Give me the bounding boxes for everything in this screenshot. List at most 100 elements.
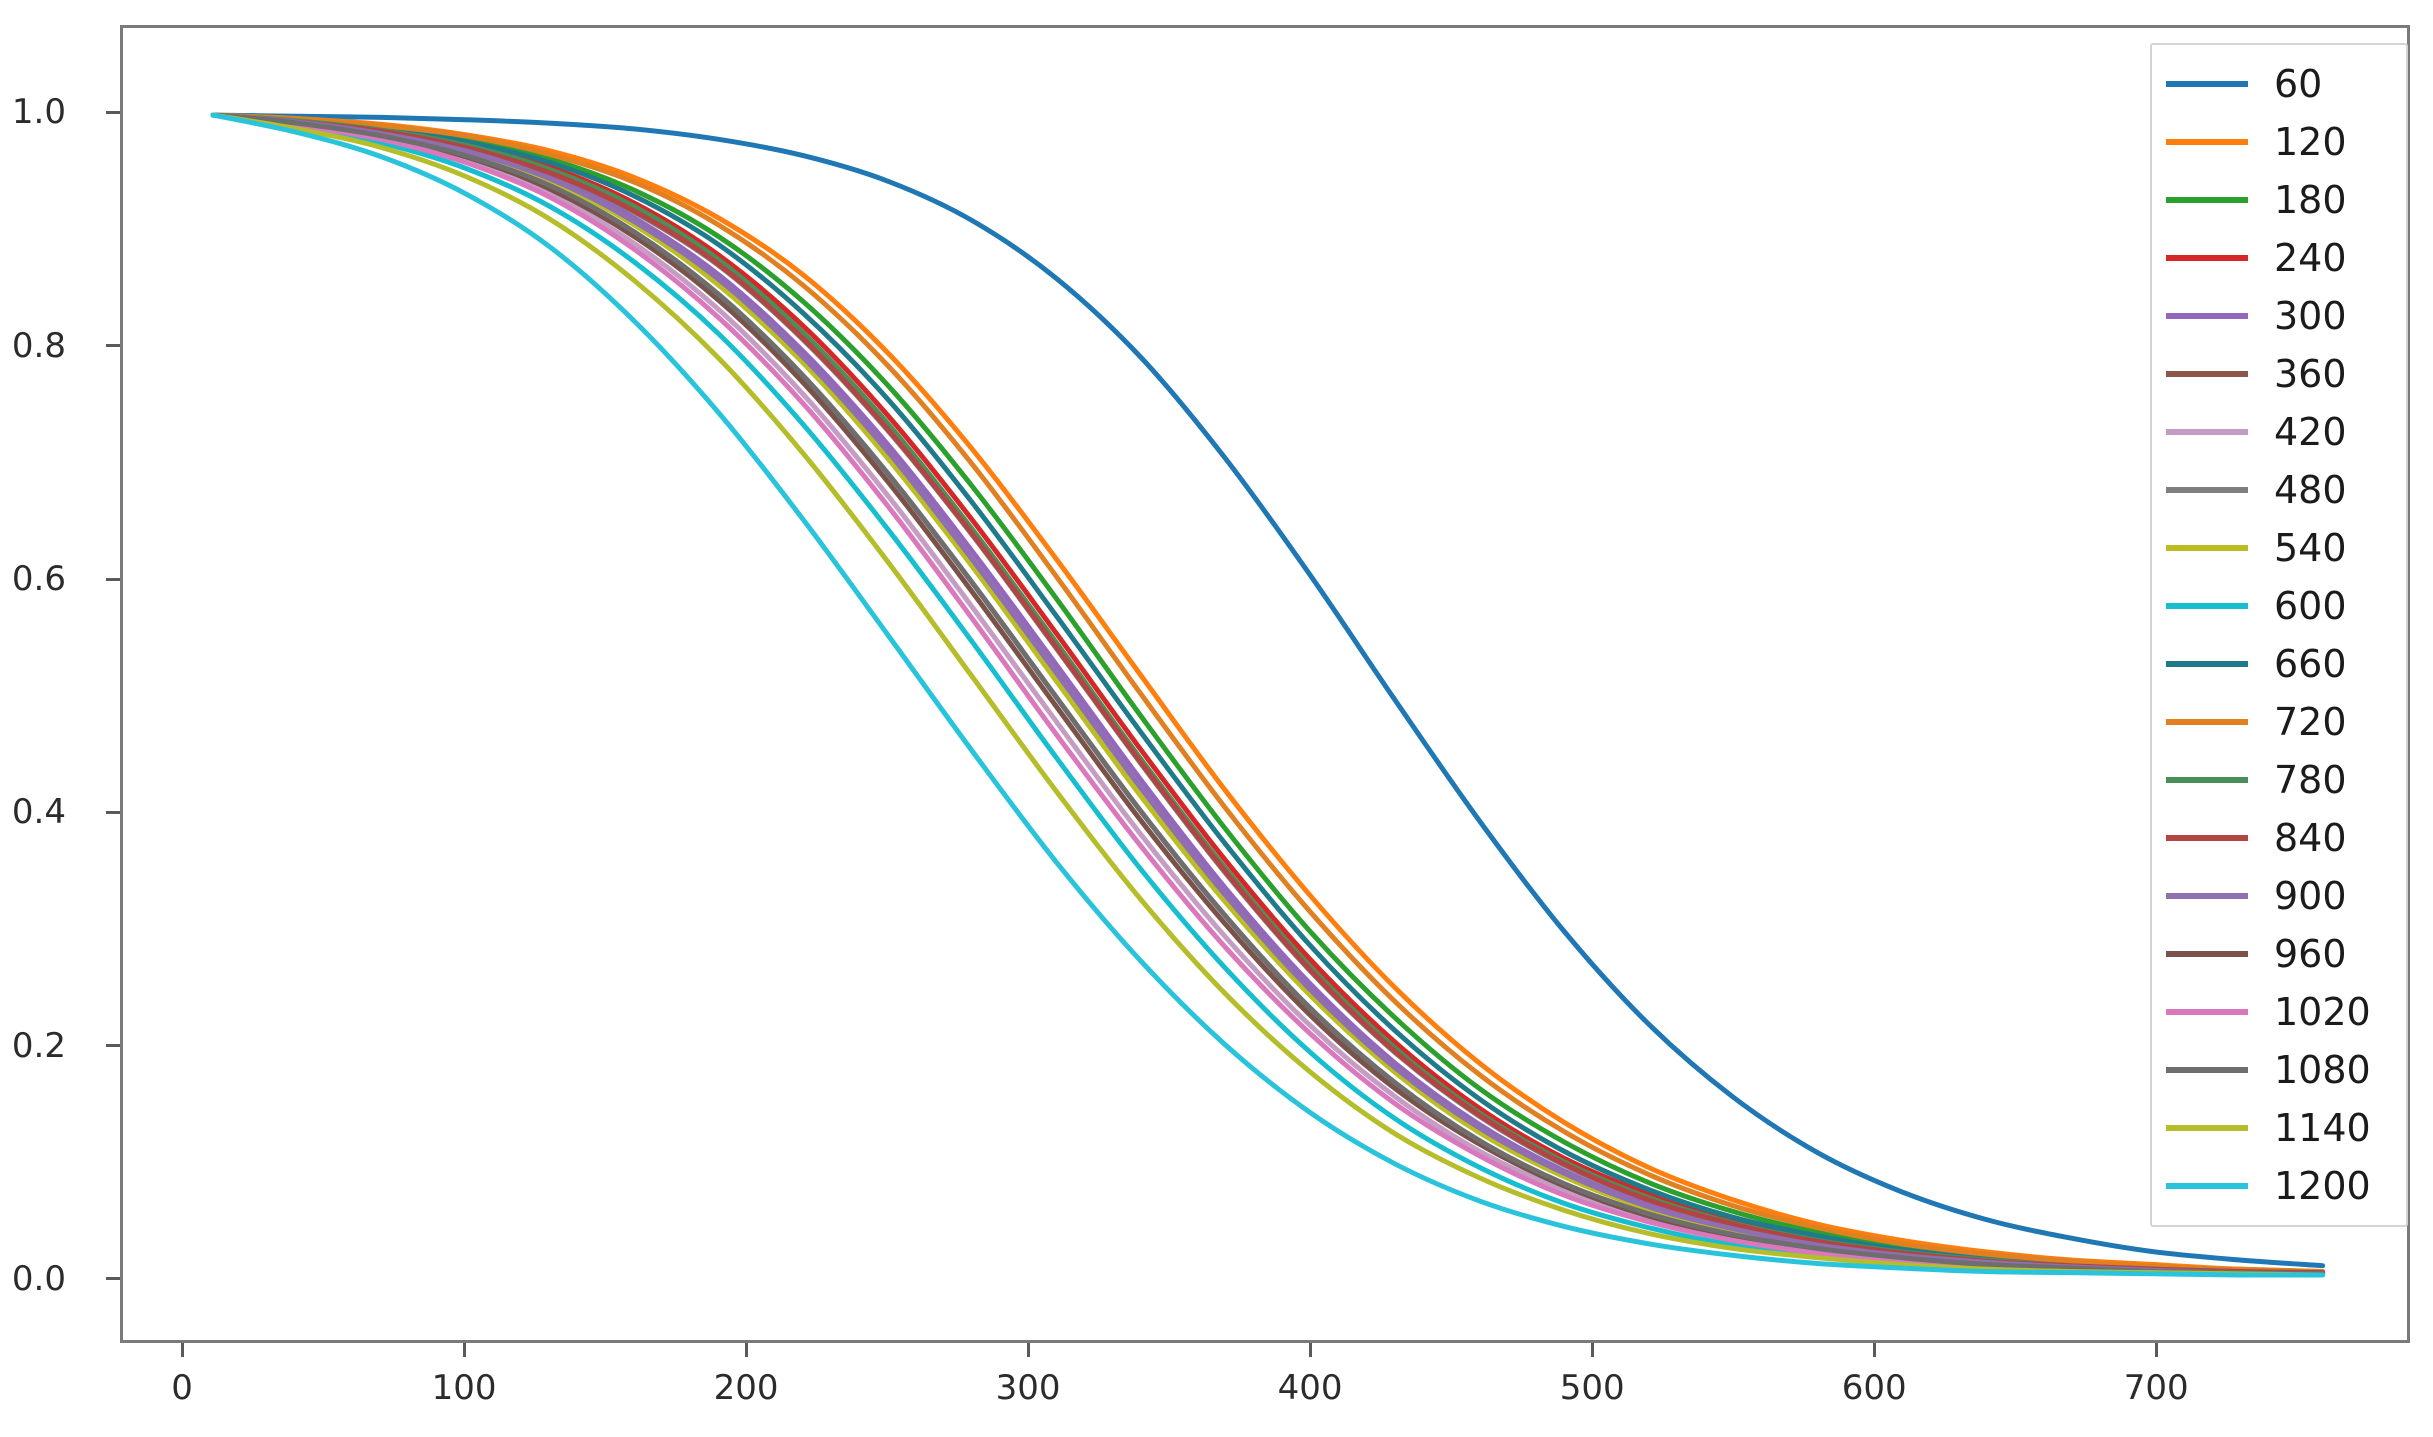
legend-item-420[interactable]: 420 (2152, 403, 2406, 461)
legend-item-label: 1200 (2274, 1164, 2371, 1208)
legend-item-label: 720 (2274, 700, 2347, 744)
legend-item-label: 240 (2274, 236, 2347, 280)
legend-item-660[interactable]: 660 (2152, 635, 2406, 693)
legend-item-label: 1020 (2274, 990, 2371, 1034)
x-tick-label: 100 (431, 1368, 497, 1408)
series-line-1080 (210, 112, 2326, 1277)
legend-swatch-icon (2166, 719, 2248, 725)
legend-item-label: 900 (2274, 874, 2347, 918)
x-tick-mark (2154, 1343, 2158, 1357)
legend-item-480[interactable]: 480 (2152, 461, 2406, 519)
series-line-900 (210, 112, 2326, 1277)
y-tick-mark (106, 344, 120, 348)
legend-item-label: 120 (2274, 120, 2347, 164)
legend-item-540[interactable]: 540 (2152, 519, 2406, 577)
series-line-1200 (210, 112, 2326, 1278)
legend-item-720[interactable]: 720 (2152, 693, 2406, 751)
legend-item-label: 300 (2274, 294, 2347, 338)
legend-item-label: 600 (2274, 584, 2347, 628)
x-tick-label: 600 (1841, 1368, 1907, 1408)
legend-item-900[interactable]: 900 (2152, 867, 2406, 925)
legend-item-label: 660 (2274, 642, 2347, 686)
y-tick-label: 0.0 (11, 1258, 66, 1299)
legend-swatch-icon (2166, 313, 2248, 319)
y-tick-label: 0.6 (11, 559, 66, 600)
legend-swatch-icon (2166, 487, 2248, 493)
y-tick-mark (106, 1044, 120, 1048)
legend-item-1200[interactable]: 1200 (2152, 1157, 2406, 1215)
y-tick-mark (106, 810, 120, 814)
legend-item-label: 360 (2274, 352, 2347, 396)
series-line-780 (210, 112, 2326, 1276)
legend-swatch-icon (2166, 1067, 2248, 1073)
y-tick-label: 0.8 (11, 325, 66, 366)
legend-item-960[interactable]: 960 (2152, 925, 2406, 983)
legend-item-label: 780 (2274, 758, 2347, 802)
legend-swatch-icon (2166, 81, 2248, 87)
y-tick-mark (106, 110, 120, 114)
series-line-420 (210, 112, 2326, 1277)
legend-swatch-icon (2166, 661, 2248, 667)
series-line-660 (210, 112, 2326, 1276)
legend-item-240[interactable]: 240 (2152, 229, 2406, 287)
x-tick-label: 0 (171, 1368, 193, 1408)
legend-item-840[interactable]: 840 (2152, 809, 2406, 867)
x-tick-mark (462, 1343, 466, 1357)
legend-item-label: 960 (2274, 932, 2347, 976)
legend-item-60[interactable]: 60 (2152, 55, 2406, 113)
series-line-240 (210, 112, 2326, 1276)
legend-swatch-icon (2166, 893, 2248, 899)
y-tick-mark (106, 1277, 120, 1281)
legend-swatch-icon (2166, 197, 2248, 203)
series-line-480 (210, 112, 2326, 1276)
series-line-1140 (210, 112, 2326, 1278)
legend-swatch-icon (2166, 951, 2248, 957)
legend-item-120[interactable]: 120 (2152, 113, 2406, 171)
legend-item-1020[interactable]: 1020 (2152, 983, 2406, 1041)
series-line-840 (210, 112, 2326, 1276)
legend-swatch-icon (2166, 777, 2248, 783)
series-line-600 (210, 112, 2326, 1278)
legend-swatch-icon (2166, 371, 2248, 377)
legend-swatch-icon (2166, 1183, 2248, 1189)
legend-swatch-icon (2166, 255, 2248, 261)
legend-item-600[interactable]: 600 (2152, 577, 2406, 635)
legend-item-label: 480 (2274, 468, 2347, 512)
legend-item-1140[interactable]: 1140 (2152, 1099, 2406, 1157)
legend-item-300[interactable]: 300 (2152, 287, 2406, 345)
x-tick-mark (744, 1343, 748, 1357)
x-tick-label: 700 (2123, 1368, 2189, 1408)
legend-swatch-icon (2166, 429, 2248, 435)
legend-item-label: 840 (2274, 816, 2347, 860)
legend-item-label: 420 (2274, 410, 2347, 454)
plot-area (120, 25, 2410, 1343)
series-line-720 (210, 112, 2326, 1274)
legend: 60 120 180 240 300 360 420 480 540 600 660 720 780 84… (2150, 43, 2408, 1227)
series-line-180 (210, 112, 2326, 1276)
y-tick-label: 1.0 (11, 92, 66, 133)
legend-swatch-icon (2166, 603, 2248, 609)
legend-swatch-icon (2166, 835, 2248, 841)
legend-item-180[interactable]: 180 (2152, 171, 2406, 229)
legend-swatch-icon (2166, 139, 2248, 145)
x-tick-mark (180, 1343, 184, 1357)
legend-item-1080[interactable]: 1080 (2152, 1041, 2406, 1099)
y-tick-label: 0.4 (11, 792, 66, 833)
series-line-960 (210, 112, 2326, 1277)
x-tick-mark (1026, 1343, 1030, 1357)
y-tick-label: 0.2 (11, 1025, 66, 1066)
series-line-540 (210, 112, 2326, 1277)
legend-swatch-icon (2166, 545, 2248, 551)
x-tick-mark (1308, 1343, 1312, 1357)
legend-item-360[interactable]: 360 (2152, 345, 2406, 403)
series-line-360 (210, 112, 2326, 1277)
series-line-1020 (210, 112, 2326, 1277)
x-tick-label: 500 (1559, 1368, 1625, 1408)
legend-item-label: 1140 (2274, 1106, 2371, 1150)
legend-item-780[interactable]: 780 (2152, 751, 2406, 809)
legend-swatch-icon (2166, 1009, 2248, 1015)
legend-swatch-icon (2166, 1125, 2248, 1131)
series-line-120 (210, 112, 2326, 1274)
legend-item-label: 60 (2274, 62, 2323, 106)
